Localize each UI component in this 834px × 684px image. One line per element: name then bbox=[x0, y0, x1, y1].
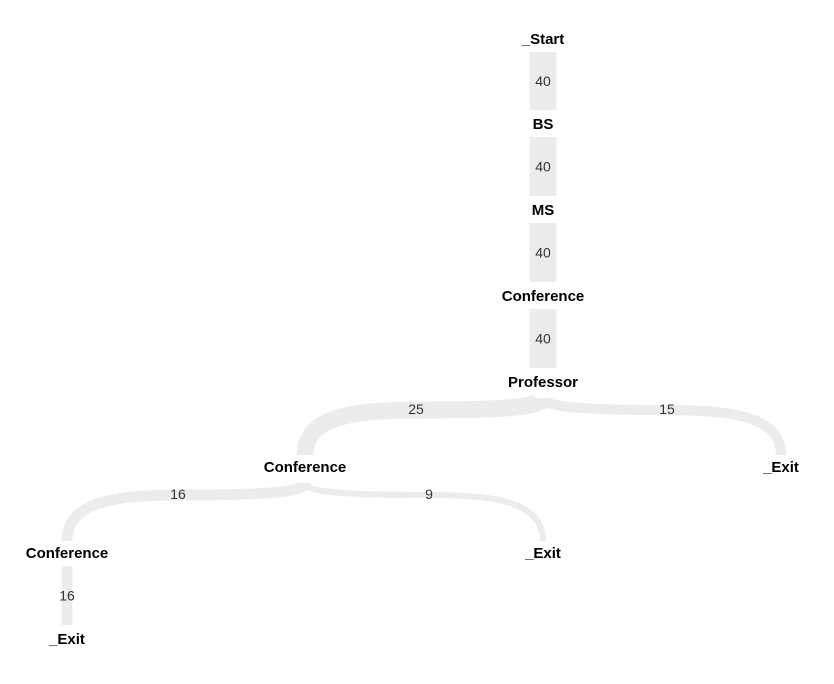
flow-prof-conf2 bbox=[296, 393, 552, 456]
flow-value-label-conf2-conf3: 16 bbox=[170, 486, 186, 502]
node-label-conf1: Conference bbox=[502, 288, 585, 305]
flow-value-label-ms-conf1: 40 bbox=[535, 245, 551, 261]
flow-prof-exit1 bbox=[537, 396, 787, 456]
edge-labels-layer: 40 40 40 40 25 15 16 9 16 bbox=[59, 73, 675, 604]
node-label-exit2: _Exit bbox=[524, 545, 561, 562]
node-label-conf2: Conference bbox=[264, 459, 347, 476]
node-label-exit3: _Exit bbox=[48, 631, 85, 648]
flow-value-label-prof-exit1: 15 bbox=[659, 401, 675, 417]
flow-value-label-bs-ms: 40 bbox=[535, 159, 551, 175]
nodes-layer: _Start BS MS Conference Professor Conference _… bbox=[26, 31, 799, 648]
flow-value-label-conf2-exit2: 9 bbox=[425, 486, 433, 502]
flow-conf2-conf3 bbox=[61, 480, 311, 542]
node-label-exit1: _Exit bbox=[762, 459, 799, 476]
flow-value-label-start-bs: 40 bbox=[535, 73, 551, 89]
flow-value-label-conf3-exit3: 16 bbox=[59, 588, 75, 604]
flow-value-label-prof-conf2: 25 bbox=[408, 401, 424, 417]
node-label-start: _Start bbox=[521, 31, 565, 48]
edges-layer bbox=[61, 52, 787, 625]
node-label-ms: MS bbox=[532, 202, 555, 219]
node-label-conf3: Conference bbox=[26, 545, 109, 562]
flow-value-label-conf1-prof: 40 bbox=[535, 331, 551, 347]
flow-conf2-exit2 bbox=[301, 482, 547, 542]
node-label-prof: Professor bbox=[508, 374, 578, 391]
node-label-bs: BS bbox=[533, 116, 554, 133]
